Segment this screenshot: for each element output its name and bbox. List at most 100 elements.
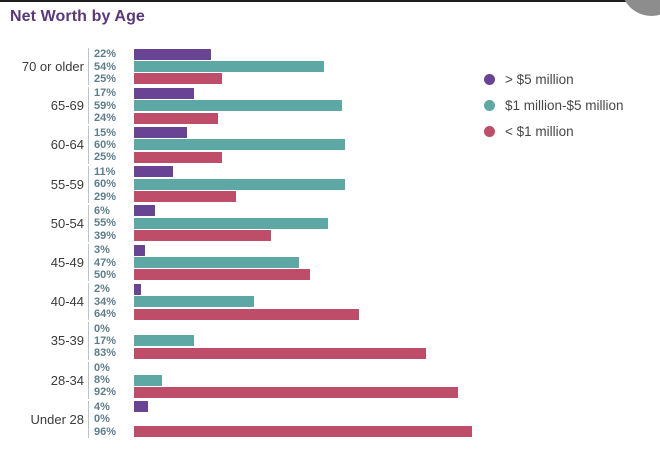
value-bar bbox=[134, 296, 254, 308]
bar-row: 55% bbox=[89, 217, 500, 229]
age-group-row: 35-39 0% 17% 83% bbox=[0, 321, 500, 360]
percent-value-label: 24% bbox=[94, 112, 117, 125]
age-group-label: 35-39 bbox=[50, 333, 84, 349]
age-group-label: 40-44 bbox=[50, 294, 84, 310]
percent-value-label: 8% bbox=[94, 374, 110, 387]
bar-row: 24% bbox=[89, 112, 500, 124]
bar-row: 92% bbox=[89, 386, 500, 398]
bar-row: 15% bbox=[89, 126, 500, 139]
percent-value-label: 54% bbox=[94, 60, 117, 73]
percent-value-label: 0% bbox=[94, 413, 110, 426]
bar-row: 96% bbox=[89, 425, 500, 438]
age-group-row: 50-54 6% 55% 39% bbox=[0, 204, 500, 243]
bar-row: 11% bbox=[89, 166, 500, 178]
percent-value-label: 25% bbox=[94, 151, 117, 164]
value-bar bbox=[134, 191, 237, 203]
value-bar bbox=[134, 166, 173, 178]
percent-value-label: 60% bbox=[94, 178, 117, 191]
legend-item-label: < $1 million bbox=[505, 123, 574, 139]
percent-value-label: 50% bbox=[94, 268, 117, 281]
age-group-label: 50-54 bbox=[50, 215, 84, 231]
bar-row: 17% bbox=[89, 335, 500, 347]
percent-value-label: 39% bbox=[94, 229, 117, 242]
age-group-label: 45-49 bbox=[50, 255, 84, 271]
percent-value-label: 83% bbox=[94, 347, 117, 360]
bar-row: 59% bbox=[89, 100, 500, 112]
value-bar bbox=[134, 335, 194, 347]
value-bar bbox=[134, 48, 212, 60]
legend-dot-icon bbox=[484, 125, 495, 137]
value-bar bbox=[134, 269, 310, 281]
percent-value-label: 22% bbox=[94, 48, 117, 61]
percent-value-label: 64% bbox=[94, 308, 117, 321]
bar-row: 29% bbox=[89, 190, 500, 203]
legend-item-label: > $5 million bbox=[505, 71, 574, 87]
bar-row: 17% bbox=[89, 87, 500, 99]
bar-row: 34% bbox=[89, 296, 500, 308]
value-bar bbox=[134, 139, 346, 151]
age-group-row: 65-69 17% 59% 24% bbox=[0, 86, 500, 125]
value-bar bbox=[134, 308, 360, 320]
bar-row: 64% bbox=[89, 308, 500, 320]
age-group-row: 55-59 11% 60% 29% bbox=[0, 165, 500, 204]
value-bar bbox=[134, 112, 219, 124]
bar-row: 60% bbox=[89, 139, 500, 151]
legend-item-label: $1 million-$5 million bbox=[505, 97, 624, 113]
bar-row: 83% bbox=[89, 347, 500, 359]
age-group-row: Under 28 4% 0% 96% bbox=[0, 400, 500, 439]
age-group-bars: 4% 0% 96% bbox=[88, 400, 500, 438]
legend-item: < $1 million bbox=[484, 118, 624, 144]
value-bar bbox=[134, 257, 300, 269]
percent-value-label: 11% bbox=[94, 165, 116, 178]
percent-value-label: 92% bbox=[94, 386, 117, 399]
percent-value-label: 17% bbox=[94, 87, 117, 100]
value-bar bbox=[134, 100, 342, 112]
value-bar bbox=[134, 401, 149, 413]
bar-row: 3% bbox=[89, 244, 500, 256]
bar-row: 60% bbox=[89, 178, 500, 190]
value-bar bbox=[134, 386, 458, 398]
legend-item: > $5 million bbox=[484, 66, 624, 92]
percent-value-label: 3% bbox=[94, 244, 110, 257]
corner-circle-decoration bbox=[621, 0, 660, 16]
value-bar bbox=[134, 347, 427, 359]
value-bar bbox=[134, 178, 346, 190]
legend-dot-icon bbox=[484, 73, 495, 85]
value-bar bbox=[134, 205, 156, 217]
chart-title: Net Worth by Age bbox=[10, 8, 145, 25]
legend-dot-icon bbox=[484, 99, 495, 111]
age-group-bars: 15% 60% 25% bbox=[88, 126, 500, 164]
bar-row: 8% bbox=[89, 374, 500, 386]
age-group-row: 45-49 3% 47% 50% bbox=[0, 243, 500, 282]
bar-row: 54% bbox=[89, 60, 500, 73]
age-group-row: 40-44 2% 34% 64% bbox=[0, 282, 500, 321]
value-bar bbox=[134, 244, 145, 256]
age-group-bars: 6% 55% 39% bbox=[88, 204, 500, 242]
percent-value-label: 6% bbox=[94, 204, 110, 217]
bar-row: 22% bbox=[89, 48, 500, 60]
bar-row: 6% bbox=[89, 205, 500, 217]
value-bar bbox=[134, 217, 328, 229]
age-group-bars: 2% 34% 64% bbox=[88, 283, 500, 321]
percent-value-label: 59% bbox=[94, 99, 117, 112]
bar-row: 50% bbox=[89, 269, 500, 281]
bar-row: 4% bbox=[89, 401, 500, 413]
percent-value-label: 34% bbox=[94, 295, 117, 308]
age-group-label: 60-64 bbox=[50, 137, 84, 153]
bar-row: 0% bbox=[89, 322, 500, 335]
bar-row: 2% bbox=[89, 283, 500, 295]
percent-value-label: 0% bbox=[94, 361, 110, 374]
age-group-label: 70 or older bbox=[21, 59, 84, 75]
age-group-label: Under 28 bbox=[30, 411, 84, 427]
percent-value-label: 29% bbox=[94, 190, 117, 203]
age-group-row: 70 or older 22% 54% 25% bbox=[0, 47, 500, 86]
age-group-bars: 3% 47% 50% bbox=[88, 243, 500, 282]
bar-row: 0% bbox=[89, 362, 500, 374]
value-bar bbox=[134, 230, 272, 242]
value-bar bbox=[134, 87, 194, 99]
net-worth-chart: 70 or older 22% 54% 25% 65-69 17% 59% 24… bbox=[0, 47, 500, 439]
percent-value-label: 2% bbox=[94, 283, 110, 296]
value-bar bbox=[134, 73, 222, 85]
bar-row: 25% bbox=[89, 73, 500, 85]
percent-value-label: 47% bbox=[94, 256, 117, 269]
